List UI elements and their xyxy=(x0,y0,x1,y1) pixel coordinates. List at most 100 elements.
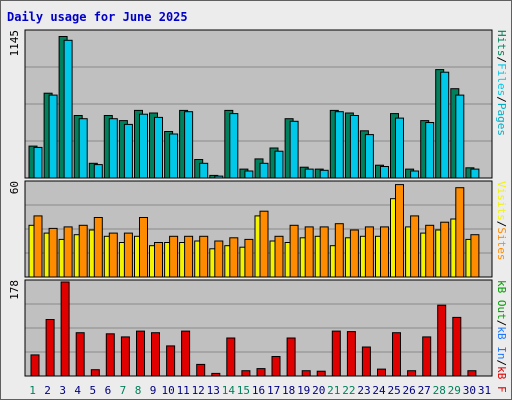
visits-bar-sites xyxy=(93,217,103,278)
day-label: 26 xyxy=(402,384,415,397)
hits-bar-files xyxy=(229,113,239,179)
hits-bar-files xyxy=(289,120,299,179)
hits-y-max-label: 1145 xyxy=(8,30,21,57)
day-label: 28 xyxy=(433,384,446,397)
kbytes-bar-kb-f xyxy=(136,330,145,377)
hits-bar-files xyxy=(169,133,179,179)
hits-bar-files xyxy=(139,113,148,179)
day-label: 20 xyxy=(312,384,325,397)
legend-hits: Hits xyxy=(495,30,508,57)
legend-separator: / xyxy=(495,320,508,327)
day-label: 8 xyxy=(135,384,142,397)
visits-bar-sites xyxy=(455,187,465,278)
day-label: 9 xyxy=(150,384,157,397)
hits-bar-files xyxy=(108,118,118,179)
kbytes-bar-kb-f xyxy=(437,304,447,377)
kbytes-bar-kb-f xyxy=(166,345,176,377)
kbytes-bar-kb-f xyxy=(316,370,326,377)
kbytes-bar-kb-f xyxy=(60,281,70,377)
kbytes-bar-kb-f xyxy=(181,330,191,377)
kbytes-legend: kB Out/kB In/kB F xyxy=(495,280,508,393)
hits-bar-files xyxy=(274,150,284,179)
legend-separator: / xyxy=(495,96,508,103)
hits-legend: Hits/Files/Pages xyxy=(495,30,508,136)
kbytes-bar-kb-f xyxy=(467,370,477,377)
hits-bar-files xyxy=(425,122,435,179)
kbytes-bar-kb-f xyxy=(407,370,417,377)
day-label: 22 xyxy=(342,384,355,397)
hits-bar-files xyxy=(123,123,133,179)
day-label: 3 xyxy=(59,384,66,397)
legend-visits: Visits xyxy=(495,181,508,221)
kbytes-bar-kb-f xyxy=(75,332,85,377)
day-label: 31 xyxy=(478,384,491,397)
kbytes-bar-kb-f xyxy=(90,369,100,377)
hits-bar-files xyxy=(380,166,389,179)
kbytes-bar-kb-f xyxy=(256,368,266,377)
hits-bar-files xyxy=(259,162,269,179)
visits-bar-sites xyxy=(380,226,389,278)
legend-sites: Sites xyxy=(495,227,508,260)
visits-bar-sites xyxy=(410,215,420,278)
visits-bar-sites xyxy=(319,226,329,278)
hits-bar-files xyxy=(334,111,344,179)
day-label: 23 xyxy=(357,384,370,397)
hits-bar-files xyxy=(78,118,88,179)
day-label: 12 xyxy=(192,384,205,397)
visits-bar-sites xyxy=(304,226,314,278)
visits-bar-sites xyxy=(470,234,480,278)
hits-bar-files xyxy=(349,115,359,179)
visits-bar-sites xyxy=(229,237,239,278)
legend-separator: / xyxy=(495,221,508,228)
hits-panel-border xyxy=(24,29,493,179)
kbytes-bar-kb-f xyxy=(452,316,462,377)
visits-bar-sites xyxy=(214,240,224,278)
day-labels: 1 2 3 4 5 6 7 8 9 10 11 12 13 14 15 16 17 18 19 20 21 22 23 24 2… xyxy=(29,384,491,397)
visits-bar-sites xyxy=(48,227,58,278)
visits-bar-sites xyxy=(63,226,73,278)
hits-bar-files xyxy=(244,170,254,179)
visits-bar-sites xyxy=(259,210,269,278)
visits-bar-sites xyxy=(199,235,209,278)
day-label: 18 xyxy=(282,384,295,397)
hits-bar-files xyxy=(48,94,58,179)
day-label: 16 xyxy=(252,384,265,397)
kbytes-bar-kb-f xyxy=(151,332,160,377)
hits-bar-files xyxy=(184,111,194,179)
visits-bar-sites xyxy=(139,217,148,278)
kbytes-panel-border xyxy=(24,279,493,377)
day-label: 10 xyxy=(161,384,174,397)
kbytes-bar-kb-f xyxy=(301,370,311,377)
legend-kb-f: kB F xyxy=(495,366,508,393)
legend-pages: Pages xyxy=(495,103,508,136)
visits-bar-sites xyxy=(425,224,435,278)
hits-bar-files xyxy=(304,168,314,179)
day-label: 21 xyxy=(327,384,340,397)
day-label: 4 xyxy=(74,384,81,397)
kbytes-bar-kb-f xyxy=(392,332,401,377)
day-label: 30 xyxy=(463,384,476,397)
visits-bar-sites xyxy=(33,215,43,278)
kbytes-bar-kb-f xyxy=(346,331,356,377)
legend-separator: / xyxy=(495,360,508,367)
hits-bar-files xyxy=(395,117,404,179)
day-label: 17 xyxy=(267,384,280,397)
visits-bar-sites xyxy=(349,229,359,278)
visits-bar-sites xyxy=(364,226,374,278)
kbytes-bar-kb-f xyxy=(361,346,371,377)
hits-bar-files xyxy=(410,170,420,179)
visits-legend: Visits/Sites xyxy=(495,181,508,261)
day-label: 5 xyxy=(89,384,96,397)
visits-bar-sites xyxy=(244,238,254,278)
visits-bar-sites xyxy=(154,242,163,278)
visits-bar-sites xyxy=(274,235,284,278)
visits-bar-sites xyxy=(395,184,404,278)
panel-borders xyxy=(24,29,493,377)
visits-bar-sites xyxy=(440,221,450,278)
visits-bar-sites xyxy=(78,224,88,278)
kbytes-bar-kb-f xyxy=(241,370,251,377)
hits-bar-files xyxy=(470,168,480,179)
kbytes-y-max-label: 178 xyxy=(8,280,21,300)
